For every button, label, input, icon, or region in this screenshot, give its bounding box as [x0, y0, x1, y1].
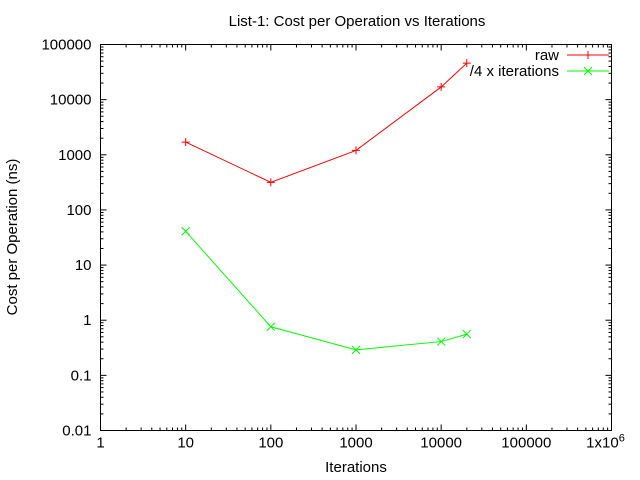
plus-marker: [437, 82, 446, 91]
y-axis-label: Cost per Operation (ns): [4, 159, 21, 316]
y-tick-label: 10000: [50, 92, 92, 109]
x-tick-label: 10: [177, 435, 194, 452]
cross-marker: [181, 226, 191, 236]
x-tick-label: 1000: [339, 435, 372, 452]
y-tick-label: 0.1: [71, 367, 92, 384]
y-tick-label: 100: [66, 202, 91, 219]
series-group: [181, 59, 472, 355]
ticks: 1 10 100 1000 10000 100000 1x106 0.01 0.1 1 10 100 1…: [41, 37, 624, 452]
cross-marker: [462, 329, 472, 339]
y-tick-label: 0.01: [62, 423, 91, 440]
y-tick-label: 1: [83, 312, 91, 329]
chart-title: List-1: Cost per Operation vs Iterations: [229, 13, 486, 30]
x-tick-label: 100: [258, 435, 283, 452]
series-line: [185, 230, 467, 351]
series-line: [185, 62, 468, 183]
cross-marker: [436, 337, 446, 346]
plot-border: [100, 44, 612, 431]
y-tick-label: 1000: [58, 147, 91, 164]
series-raw: [181, 59, 471, 187]
plus-marker: [462, 59, 471, 68]
cross-marker: [266, 322, 276, 332]
y-tick-label: 10: [75, 257, 92, 274]
series-per-iteration: [181, 226, 472, 355]
cross-marker: [351, 345, 361, 355]
cross-marker: [583, 66, 593, 76]
x-tick-label: 10000: [420, 435, 462, 452]
x-tick-label: 100000: [501, 435, 551, 452]
x-tick-label: 1: [96, 435, 104, 452]
legend: raw/4 x iterations: [470, 47, 609, 80]
plus-marker: [266, 178, 275, 187]
legend-label: raw: [535, 47, 559, 64]
x-tick-label: 1x106: [586, 433, 625, 452]
y-tick-label: 100000: [41, 37, 91, 54]
x-axis-label: Iterations: [325, 459, 387, 476]
legend-label: /4 x iterations: [470, 63, 559, 80]
plus-marker: [584, 51, 592, 59]
plus-marker: [352, 146, 360, 155]
plus-marker: [181, 138, 190, 147]
